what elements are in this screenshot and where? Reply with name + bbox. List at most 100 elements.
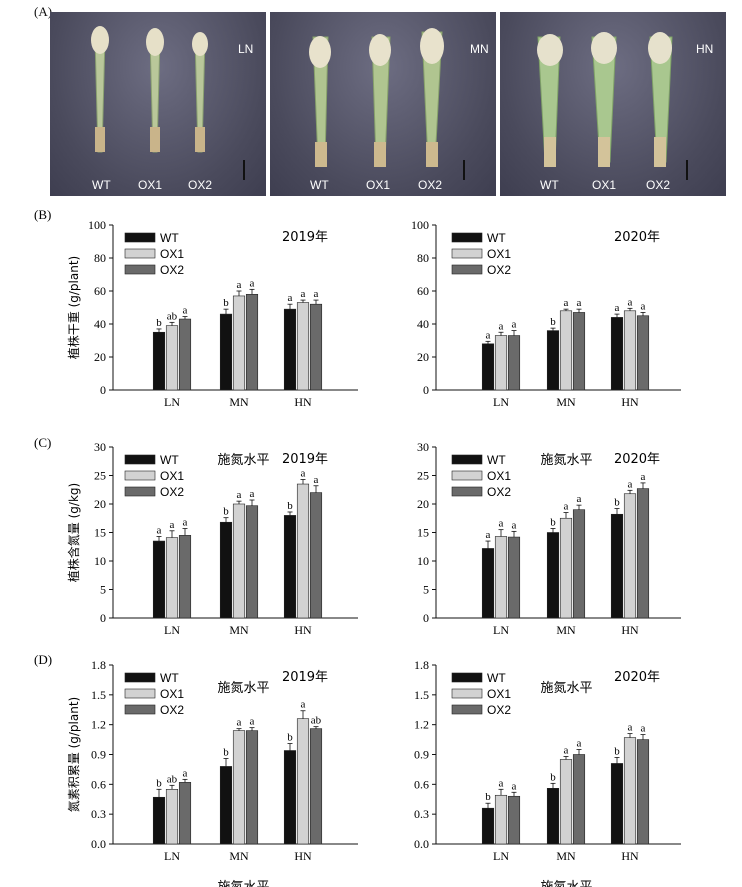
bar xyxy=(165,537,179,619)
y-tick-label: 1.2 xyxy=(91,718,106,732)
y-tick-label: 0.3 xyxy=(414,807,429,821)
y-tick-label: 20 xyxy=(417,350,429,364)
legend-swatch xyxy=(451,704,483,715)
legend-swatch xyxy=(124,470,156,481)
y-tick-label: 1.5 xyxy=(414,688,429,702)
significance-letter: b xyxy=(614,745,620,757)
y-tick-label: 20 xyxy=(94,350,106,364)
bar xyxy=(245,505,259,619)
significance-letter: a xyxy=(564,744,569,756)
significance-letter: a xyxy=(237,279,242,291)
bar xyxy=(481,548,495,619)
x-tick-label: HN xyxy=(621,849,639,863)
panel-label: (C) xyxy=(34,435,51,450)
significance-letter: a xyxy=(577,297,582,309)
legend-swatch xyxy=(451,454,483,465)
y-tick-label: 40 xyxy=(417,317,429,331)
significance-letter: a xyxy=(615,302,620,314)
y-tick-label: 100 xyxy=(88,218,106,232)
y-tick-label: 1.8 xyxy=(414,658,429,672)
photo-plant-label: OX2 xyxy=(646,178,671,192)
legend-swatch xyxy=(451,688,483,699)
photo-ln: LN WT OX1 OX2 xyxy=(50,12,266,196)
significance-letter: a xyxy=(499,518,504,530)
x-tick-label: HN xyxy=(294,623,312,637)
year-label: 2019年 xyxy=(282,230,328,245)
y-tick-label: 0.0 xyxy=(91,837,106,851)
legend-swatch xyxy=(451,248,483,259)
bar xyxy=(152,331,166,391)
significance-letter: a xyxy=(641,471,646,483)
photo-level-label: LN xyxy=(238,42,254,56)
bar xyxy=(559,310,573,391)
significance-letter: a xyxy=(237,717,242,729)
significance-letter: a xyxy=(577,738,582,750)
bar xyxy=(219,766,233,845)
significance-letter: b xyxy=(156,317,162,329)
y-axis-label: 氮素积累量 (g/plant) xyxy=(66,697,81,812)
bar xyxy=(559,517,573,619)
bar xyxy=(636,315,650,391)
significance-letter: b xyxy=(550,771,556,783)
bar xyxy=(232,295,246,391)
x-tick-label: MN xyxy=(556,623,576,637)
legend-swatch xyxy=(451,486,483,497)
photo-plant-label: WT xyxy=(310,178,329,192)
legend-swatch xyxy=(451,470,483,481)
bar xyxy=(494,794,508,845)
y-tick-label: 30 xyxy=(417,440,429,454)
bar xyxy=(610,317,624,391)
legend-swatch xyxy=(124,688,156,699)
bar xyxy=(165,325,179,391)
bar xyxy=(296,718,310,845)
legend-swatch xyxy=(124,704,156,715)
y-tick-label: 10 xyxy=(94,554,106,568)
x-tick-label: HN xyxy=(294,395,312,409)
photo-level-label: MN xyxy=(470,42,489,56)
significance-letter: a xyxy=(641,723,646,735)
significance-letter: b xyxy=(287,500,293,512)
legend-label: WT xyxy=(487,231,506,245)
significance-letter: b xyxy=(287,732,293,744)
legend-label: WT xyxy=(160,671,179,685)
bar xyxy=(610,513,624,619)
x-tick-label: LN xyxy=(164,623,180,637)
y-tick-label: 100 xyxy=(411,218,429,232)
bar xyxy=(245,730,259,845)
significance-letter: a xyxy=(170,519,175,531)
significance-letter: a xyxy=(250,716,255,728)
y-tick-label: 1.5 xyxy=(91,688,106,702)
legend-label: OX2 xyxy=(160,263,184,277)
significance-letter: a xyxy=(250,277,255,289)
plant-illustration-mn xyxy=(309,28,444,167)
legend-label: OX2 xyxy=(487,703,511,717)
y-tick-label: 0 xyxy=(423,383,429,397)
y-tick-label: 20 xyxy=(94,497,106,511)
y-tick-label: 0 xyxy=(423,611,429,625)
photo-plant-label: OX1 xyxy=(138,178,163,192)
significance-letter: a xyxy=(499,777,504,789)
x-tick-label: LN xyxy=(493,623,509,637)
y-tick-label: 1.8 xyxy=(91,658,106,672)
bar xyxy=(507,795,521,845)
significance-letter: b xyxy=(223,297,229,309)
photo-plant-label: WT xyxy=(540,178,559,192)
legend-label: WT xyxy=(160,231,179,245)
legend-swatch xyxy=(451,672,483,683)
legend-label: OX1 xyxy=(160,247,184,261)
legend-swatch xyxy=(124,264,156,275)
y-tick-label: 0.0 xyxy=(414,837,429,851)
bar xyxy=(152,796,166,845)
photo-plant-label: WT xyxy=(92,178,111,192)
significance-letter: a xyxy=(564,501,569,513)
bar xyxy=(559,759,573,845)
significance-letter: a xyxy=(512,780,517,792)
bar xyxy=(507,335,521,391)
y-tick-label: 25 xyxy=(94,469,106,483)
significance-letter: a xyxy=(237,489,242,501)
y-tick-label: 0.3 xyxy=(91,807,106,821)
significance-letter: ab xyxy=(167,310,178,322)
significance-letter: a xyxy=(301,288,306,300)
x-axis-label: 施氮水平 xyxy=(217,681,269,696)
